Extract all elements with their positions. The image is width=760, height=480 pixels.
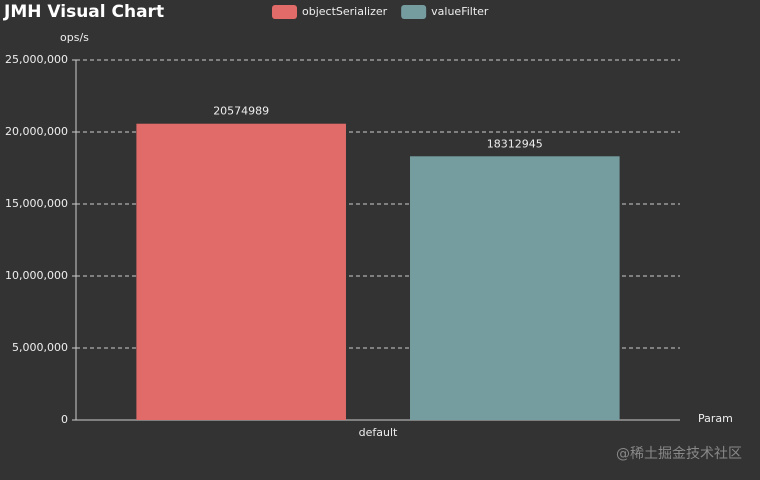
legend-label: objectSerializer xyxy=(302,5,388,18)
watermark: @稀土掘金技术社区 xyxy=(616,446,742,462)
x-axis-label: Param xyxy=(698,412,733,425)
x-tick-label: default xyxy=(359,426,398,439)
y-tick-label: 25,000,000 xyxy=(5,53,68,66)
value-label: 18312945 xyxy=(487,137,543,150)
y-tick-label: 5,000,000 xyxy=(12,341,68,354)
y-tick-label: 0 xyxy=(61,413,68,426)
value-label: 20574989 xyxy=(213,105,269,118)
y-axis-label: ops/s xyxy=(60,31,89,44)
chart-title: JMH Visual Chart xyxy=(3,2,164,22)
y-tick-label: 15,000,000 xyxy=(5,197,68,210)
legend-label: valueFilter xyxy=(431,5,489,18)
y-tick-label: 10,000,000 xyxy=(5,269,68,282)
bar xyxy=(136,123,346,421)
legend-swatch xyxy=(401,5,427,19)
y-tick-label: 20,000,000 xyxy=(5,125,68,138)
bar xyxy=(410,156,620,421)
legend-swatch xyxy=(272,5,297,19)
